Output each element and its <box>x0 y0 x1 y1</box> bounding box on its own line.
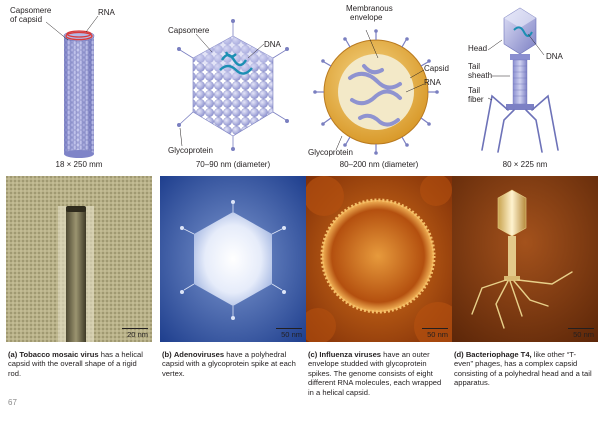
caption-title: Influenza viruses <box>319 350 382 359</box>
adenovirus-micrograph <box>160 176 306 342</box>
influenza-micrograph <box>306 176 452 342</box>
caption-letter: (c) <box>308 350 318 359</box>
caption: (d) Bacteriophage T4, like other “T-even… <box>454 350 594 388</box>
panel-bacteriophage-t4: Head DNA Tail sheath Tail fiber 80 × 225… <box>452 0 598 440</box>
label-capsomere: Capsomere <box>10 6 52 15</box>
caption-title: Tobacco mosaic virus <box>19 350 99 359</box>
bacteriophage-diagram: Head DNA Tail sheath Tail fiber <box>452 0 598 168</box>
adenovirus-diagram: Capsomere DNA Glycoprotein <box>160 0 306 168</box>
tmv-diagram: Capsomere of capsid RNA <box>6 0 152 168</box>
label-sheath: sheath <box>468 71 493 80</box>
label-capsid: Capsid <box>424 64 449 73</box>
label-of-capsid: of capsid <box>10 15 43 24</box>
label-rna: RNA <box>424 78 441 87</box>
scale-label: 50 nm <box>427 330 448 339</box>
label-capsomere: Capsomere <box>168 26 210 35</box>
scale-bar: 50 nm <box>422 328 448 339</box>
caption-letter: (d) <box>454 350 464 359</box>
influenza-diagram: Membranous envelope Capsid RNA Glycoprot… <box>306 0 452 168</box>
scale-bar: 50 nm <box>568 328 594 339</box>
caption-title: Adenoviruses <box>173 350 225 359</box>
dimension-label: 80–200 nm (diameter) <box>339 160 419 169</box>
dimension-label: 80 × 225 nm <box>502 160 548 169</box>
panel-tobacco-mosaic-virus: Capsomere of capsid RNA 18 × 250 mm <box>6 0 152 440</box>
label-dna: DNA <box>546 52 563 61</box>
caption: (a) Tobacco mosaic virus has a helical c… <box>8 350 148 378</box>
label-glycoprotein: Glycoprotein <box>308 148 353 157</box>
dimension-label: 70–90 nm (diameter) <box>195 160 271 169</box>
caption-body: has a helical capsid with the overall sh… <box>8 350 143 378</box>
caption-body: have a polyhedral capsid with a glycopro… <box>162 350 296 378</box>
caption-title: Bacteriophage T4, <box>465 350 532 359</box>
label-tail-2: Tail <box>468 86 481 95</box>
caption-body: have an outer envelope studded with glyc… <box>308 350 442 397</box>
label-envelope: envelope <box>350 13 383 22</box>
caption-letter: (b) <box>162 350 172 359</box>
scale-label: 50 nm <box>281 330 302 339</box>
page-number: 67 <box>8 398 17 407</box>
caption-body: like other “T-even” phages, has a comple… <box>454 350 592 388</box>
label-head: Head <box>468 44 488 53</box>
tmv-micrograph <box>6 176 152 342</box>
caption-letter: (a) <box>8 350 18 359</box>
scale-bar: 50 nm <box>276 328 302 339</box>
label-membranous: Membranous <box>346 4 393 13</box>
dimension-label: 18 × 250 mm <box>55 160 103 169</box>
caption: (c) Influenza viruses have an outer enve… <box>308 350 448 397</box>
label-fiber: fiber <box>468 95 484 104</box>
label-rna: RNA <box>98 8 115 17</box>
caption: (b) Adenoviruses have a polyhedral capsi… <box>162 350 302 378</box>
scale-label: 20 nm <box>127 330 148 339</box>
label-glycoprotein: Glycoprotein <box>168 146 213 155</box>
scale-bar: 20 nm <box>122 328 148 339</box>
bacteriophage-micrograph <box>452 176 598 342</box>
label-tail: Tail <box>468 62 481 71</box>
label-dna: DNA <box>264 40 281 49</box>
panel-influenza-viruses: Membranous envelope Capsid RNA Glycoprot… <box>306 0 452 440</box>
scale-label: 50 nm <box>573 330 594 339</box>
panel-adenoviruses: Capsomere DNA Glycoprotein 70–90 nm (dia… <box>160 0 306 440</box>
